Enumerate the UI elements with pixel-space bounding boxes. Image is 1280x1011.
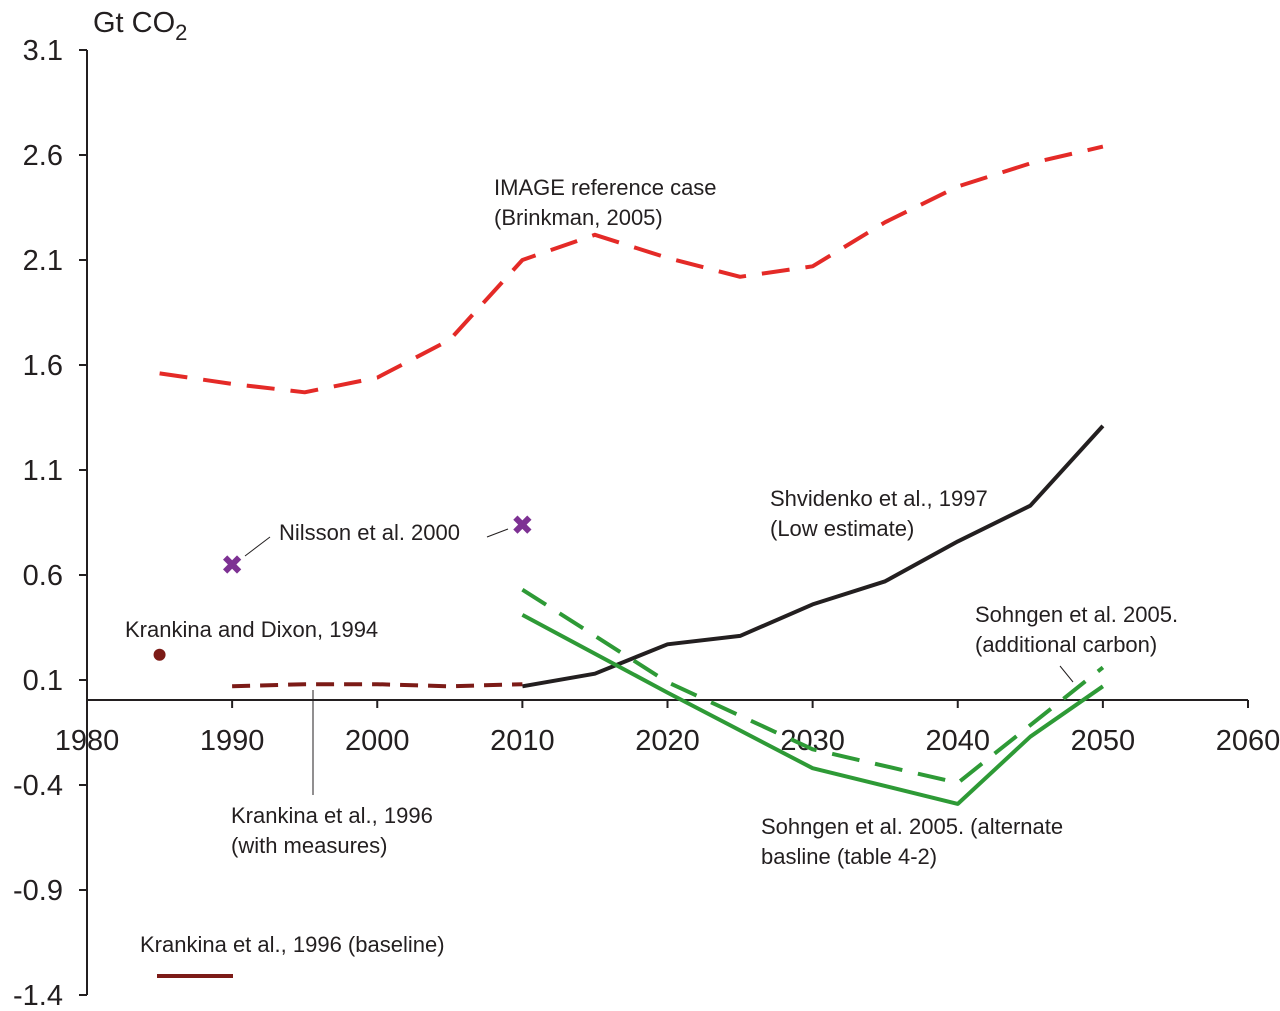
y-tick-label: -0.4 [13, 770, 63, 802]
x-tick-label: 2050 [1071, 725, 1136, 757]
sohngen-alternate-label: Sohngen et al. 2005. (alternate basline … [761, 814, 1069, 869]
annotations: IMAGE reference case (Brinkman, 2005) Sh… [125, 175, 1184, 978]
point-nilsson-marker [223, 555, 242, 574]
y-axis-unit-subscript: 2 [175, 20, 187, 45]
y-tick-label: 2.6 [23, 140, 63, 172]
x-tick-label: 2040 [925, 725, 990, 757]
y-tick-label: 1.6 [23, 350, 63, 382]
series-layer [159, 144, 1105, 806]
series-image-line [159, 144, 1104, 395]
nilsson-label: Nilsson et al. 2000 [279, 520, 460, 545]
krankina-dixon-label: Krankina and Dixon, 1994 [125, 617, 378, 642]
y-ticks: 3.1 2.6 2.1 1.6 1.1 0.6 0.1 -0.4 -0.9 -1.4 [13, 35, 87, 1011]
point-krankina-dixon-marker [153, 648, 166, 661]
y-tick-label: 0.1 [23, 665, 63, 697]
y-tick-label: 0.6 [23, 560, 63, 592]
series-sohngen-alternate-line [521, 613, 1105, 806]
y-tick-label: 2.1 [23, 245, 63, 277]
y-tick-label: 3.1 [23, 35, 63, 67]
x-tick-label: 1990 [200, 725, 265, 757]
shvidenko-label: Shvidenko et al., 1997 (Low estimate) [770, 486, 994, 541]
x-ticks: 1980 1990 2000 2010 2020 2030 2040 2050 2060 [55, 700, 1280, 757]
series-sohngen-additional-line [521, 588, 1105, 785]
krankina-baseline-label: Krankina et al., 1996 (baseline) [140, 932, 445, 957]
points-layer [153, 515, 532, 661]
x-tick-label: 2060 [1216, 725, 1280, 757]
krankina-measures-label: Krankina et al., 1996 (with measures) [231, 803, 439, 858]
x-tick-label: 1980 [55, 725, 120, 757]
point-nilsson-marker [513, 515, 532, 534]
nilsson-leader-2 [486, 528, 509, 538]
sohngen-additional-leader [1059, 665, 1074, 683]
sohngen-additional-label: Sohngen et al. 2005. (additional carbon) [975, 602, 1184, 657]
y-tick-label: -0.9 [13, 875, 63, 907]
y-axis-unit-label: Gt CO2 [93, 7, 187, 45]
series-shvidenko-line [522, 424, 1105, 689]
y-tick-label: 1.1 [23, 455, 63, 487]
x-tick-label: 2020 [635, 725, 700, 757]
x-tick-label: 2000 [345, 725, 410, 757]
x-tick-label: 2010 [490, 725, 555, 757]
x-axis: 1980 1990 2000 2010 2020 2030 2040 2050 2060 [55, 699, 1280, 757]
series-krankina-measures-line [232, 682, 523, 689]
nilsson-leader-1 [244, 536, 271, 557]
y-tick-label: -1.4 [13, 980, 63, 1011]
y-axis: 3.1 2.6 2.1 1.6 1.1 0.6 0.1 -0.4 -0.9 -1.4 [13, 35, 88, 1011]
x-tick-label: 2030 [780, 725, 845, 757]
image-label: IMAGE reference case (Brinkman, 2005) [494, 175, 723, 230]
